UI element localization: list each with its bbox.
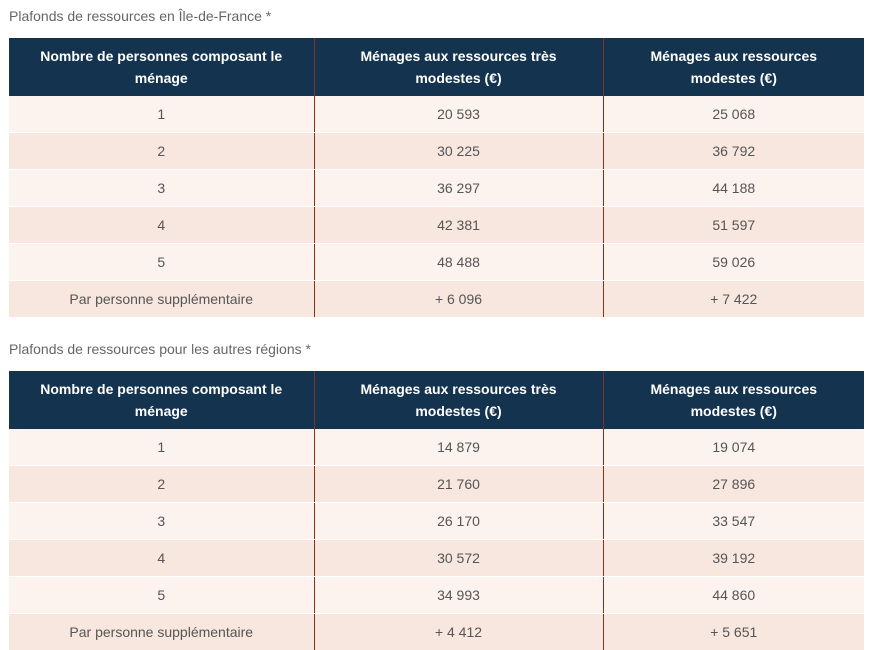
table-row: 5 48 488 59 026 [9,244,864,281]
cell-modest: 51 597 [603,207,864,244]
cell-modest: 36 792 [603,133,864,170]
table-caption-other-regions: Plafonds de ressources pour les autres r… [9,339,864,359]
cell-household-size: 2 [9,133,314,170]
table-row: 5 34 993 44 860 [9,577,864,614]
cell-very-modest: 20 593 [314,96,603,133]
table-caption-idf: Plafonds de ressources en Île-de-France … [9,6,864,26]
header-very-modest: Ménages aux ressources très modestes (€) [314,38,603,96]
cell-modest: 59 026 [603,244,864,281]
cell-modest: 44 860 [603,577,864,614]
table-row: 2 30 225 36 792 [9,133,864,170]
cell-household-size: 5 [9,577,314,614]
table-row: Par personne supplémentaire + 6 096 + 7 … [9,281,864,318]
cell-household-size: 4 [9,207,314,244]
cell-very-modest: 36 297 [314,170,603,207]
section-idf: Plafonds de ressources en Île-de-France … [9,6,864,317]
table-row: 3 36 297 44 188 [9,170,864,207]
cell-household-size: Par personne supplémentaire [9,614,314,650]
cell-modest: + 5 651 [603,614,864,650]
cell-modest: 39 192 [603,540,864,577]
cell-very-modest: 48 488 [314,244,603,281]
table-row: 2 21 760 27 896 [9,466,864,503]
header-modest: Ménages aux ressources modestes (€) [603,371,864,429]
cell-very-modest: 14 879 [314,429,603,466]
table-row: 1 20 593 25 068 [9,96,864,133]
cell-household-size: 3 [9,503,314,540]
cell-household-size: 3 [9,170,314,207]
cell-very-modest: 42 381 [314,207,603,244]
cell-household-size: 1 [9,429,314,466]
cell-household-size: 1 [9,96,314,133]
header-modest: Ménages aux ressources modestes (€) [603,38,864,96]
table-row: 3 26 170 33 547 [9,503,864,540]
cell-very-modest: 26 170 [314,503,603,540]
cell-household-size: 5 [9,244,314,281]
cell-modest: 44 188 [603,170,864,207]
table-header-row: Nombre de personnes composant le ménage … [9,38,864,96]
cell-very-modest: 21 760 [314,466,603,503]
cell-modest: + 7 422 [603,281,864,318]
cell-very-modest: + 4 412 [314,614,603,650]
cell-household-size: 2 [9,466,314,503]
table-header-row: Nombre de personnes composant le ménage … [9,371,864,429]
table-row: Par personne supplémentaire + 4 412 + 5 … [9,614,864,650]
table-row: 4 42 381 51 597 [9,207,864,244]
section-other-regions: Plafonds de ressources pour les autres r… [9,339,864,650]
cell-very-modest: 34 993 [314,577,603,614]
table-row: 1 14 879 19 074 [9,429,864,466]
cell-modest: 33 547 [603,503,864,540]
cell-very-modest: 30 572 [314,540,603,577]
resource-table-other-regions: Nombre de personnes composant le ménage … [9,371,864,650]
cell-very-modest: 30 225 [314,133,603,170]
cell-household-size: 4 [9,540,314,577]
resource-table-idf: Nombre de personnes composant le ménage … [9,38,864,317]
cell-modest: 25 068 [603,96,864,133]
cell-very-modest: + 6 096 [314,281,603,318]
table-row: 4 30 572 39 192 [9,540,864,577]
cell-household-size: Par personne supplémentaire [9,281,314,318]
header-household-size: Nombre de personnes composant le ménage [9,371,314,429]
header-very-modest: Ménages aux ressources très modestes (€) [314,371,603,429]
cell-modest: 27 896 [603,466,864,503]
cell-modest: 19 074 [603,429,864,466]
header-household-size: Nombre de personnes composant le ménage [9,38,314,96]
